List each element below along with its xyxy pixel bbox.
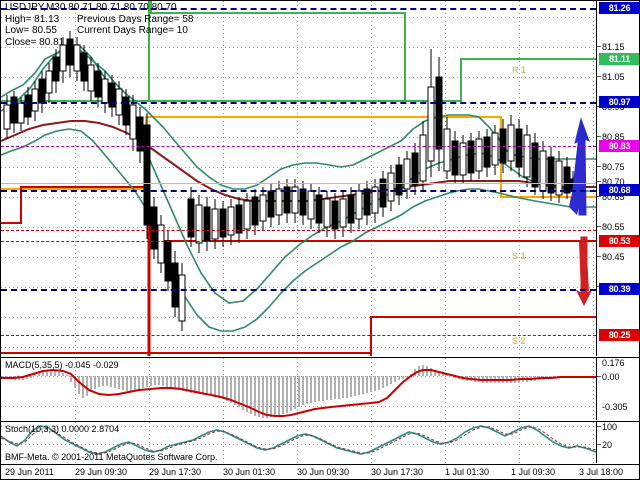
stoch-series	[1, 425, 596, 455]
level-line-80-83	[1, 146, 596, 147]
pivot-tag-s2: S 2	[512, 336, 526, 346]
macd-tick: -0.305	[597, 402, 639, 412]
time-tick-label: 29 Jun 17:30	[149, 467, 202, 477]
copyright-notice: BMF-Meta. © 2001-2011 MetaQuotes Softwar…	[5, 452, 218, 462]
time-tick-label: 29 Jun 09:30	[75, 467, 128, 477]
price-tick-value: 81.05	[602, 72, 625, 82]
low-currrange-row: Low= 80.55 Current Days Range= 10	[5, 25, 193, 37]
price-tick-value: 80.65	[602, 192, 625, 202]
price-plot-area[interactable]: R 1 S 1 S 2 USDJPY,M30 80.71 80.71 80.70…	[1, 1, 596, 356]
time-tick-label: 3 Jul 18:00	[579, 467, 624, 477]
price-label-highlight: 80.39	[599, 283, 639, 295]
stochastic-plot-area[interactable]: Stoch(10,3,3) 0.0000 2.8704 BMF-Meta. © …	[1, 422, 596, 463]
macd-tick: 0.00	[597, 372, 639, 382]
level-line-80-25	[1, 335, 596, 336]
macd-tick-value: 0.00	[602, 372, 620, 382]
time-axis[interactable]: 29 Jun 2011 29 Jun 09:30 29 Jun 17:30 30…	[1, 464, 639, 479]
macd-panel[interactable]: MACD(5,35,5) -0.045 -0.029 0.176 0.00 -0…	[1, 357, 639, 420]
low-label: Low= 80.55	[5, 25, 57, 36]
price-label-highlight: 81.11	[599, 53, 639, 65]
price-scale[interactable]: 81.15 81.05 80.95 80.85 80.75 80.70 80.6…	[596, 1, 639, 356]
stochastic-panel[interactable]: Stoch(10,3,3) 0.0000 2.8704 BMF-Meta. © …	[1, 421, 639, 463]
level-line-80-68	[1, 190, 596, 192]
price-tick-value: 80.70	[602, 177, 625, 187]
stoch-signal-line	[1, 426, 596, 454]
stochastic-scale[interactable]: 100 20	[596, 422, 639, 463]
price-label-highlight: 80.68	[599, 184, 639, 196]
time-tick-label: 1 Jul 01:30	[445, 467, 490, 477]
macd-indicator-label: MACD(5,35,5) -0.045 -0.029	[5, 360, 119, 370]
level-line-80-39	[1, 289, 596, 291]
time-tick-label: 1 Jul 09:30	[511, 467, 556, 477]
macd-tick-value: -0.305	[602, 402, 628, 412]
arrow-up-indicator	[569, 117, 590, 216]
high-prevrange-row: High= 81.13 Previous Days Range= 58	[5, 14, 193, 26]
macd-scale[interactable]: 0.176 0.00 -0.305	[596, 358, 639, 420]
price-tick-value: 80.85	[602, 132, 625, 142]
pivot-r-line	[150, 1, 406, 14]
price-tick-value: 80.55	[602, 222, 625, 232]
time-tick-label: 29 Jun 2011	[5, 467, 54, 477]
close-label: Close= 80.81	[5, 36, 65, 48]
pivot-point-line	[1, 116, 596, 198]
level-line-81-26	[1, 8, 596, 10]
price-tick: 80.75	[597, 162, 639, 172]
curr-range-label: Current Days Range= 10	[77, 25, 188, 36]
chart-header-info: USDJPY,M30 80.71 80.71 80.70 80.70 High=…	[5, 2, 193, 48]
pivot-tag-r1: R 1	[512, 65, 527, 75]
macd-tick: 0.176	[597, 358, 639, 368]
band-lower	[1, 128, 596, 332]
price-tick: 80.70	[597, 177, 639, 187]
macd-histogram	[2, 365, 572, 418]
price-tick: 80.55	[597, 222, 639, 232]
price-series	[1, 1, 596, 356]
stoch-tick-value: 100	[602, 422, 618, 432]
arrow-down-indicator	[575, 236, 593, 307]
stoch-tick: 20	[597, 440, 639, 450]
price-tick: 81.15	[597, 42, 639, 52]
level-line-80-70	[1, 183, 596, 184]
price-label-highlight: 80.53	[599, 235, 639, 247]
macd-signal-line	[1, 368, 596, 417]
level-line-80-97	[1, 102, 596, 104]
symbol-quote-line: USDJPY,M30 80.71 80.71 80.70 80.70	[5, 2, 177, 13]
price-label-highlight: 80.25	[599, 329, 639, 341]
price-label-highlight: 80.83	[599, 140, 639, 152]
price-tick-value: 80.45	[602, 252, 625, 262]
stoch-indicator-label: Stoch(10,3,3) 0.0000 2.8704	[5, 424, 120, 434]
stoch-tick-value: 20	[602, 440, 613, 450]
pivot-tag-s1: S 1	[512, 251, 526, 261]
price-tick-value: 80.75	[602, 162, 625, 172]
price-tick: 80.45	[597, 252, 639, 262]
price-chart-panel[interactable]: R 1 S 1 S 2 USDJPY,M30 80.71 80.71 80.70…	[1, 1, 639, 356]
level-line-80-53	[1, 241, 596, 242]
prev-range-label: Previous Days Range= 58	[77, 13, 194, 25]
high-label: High= 81.13	[5, 13, 60, 25]
stoch-tick: 100	[597, 422, 639, 432]
price-label-highlight: 81.26	[599, 2, 639, 14]
price-tick: 81.05	[597, 72, 639, 82]
price-tick-value: 81.15	[602, 42, 625, 52]
macd-plot-area[interactable]: MACD(5,35,5) -0.045 -0.029	[1, 358, 596, 420]
time-tick-label: 30 Jun 17:30	[371, 467, 424, 477]
price-tick: 80.65	[597, 192, 639, 202]
time-tick-label: 30 Jun 09:30	[297, 467, 350, 477]
level-line-80-55	[1, 230, 596, 231]
price-label-highlight: 80.97	[599, 96, 639, 108]
macd-series	[1, 365, 596, 418]
time-tick-label: 30 Jun 01:30	[223, 467, 276, 477]
macd-tick-value: 0.176	[602, 358, 625, 368]
candlestick-series	[3, 31, 577, 331]
price-tick: 80.85	[597, 132, 639, 142]
